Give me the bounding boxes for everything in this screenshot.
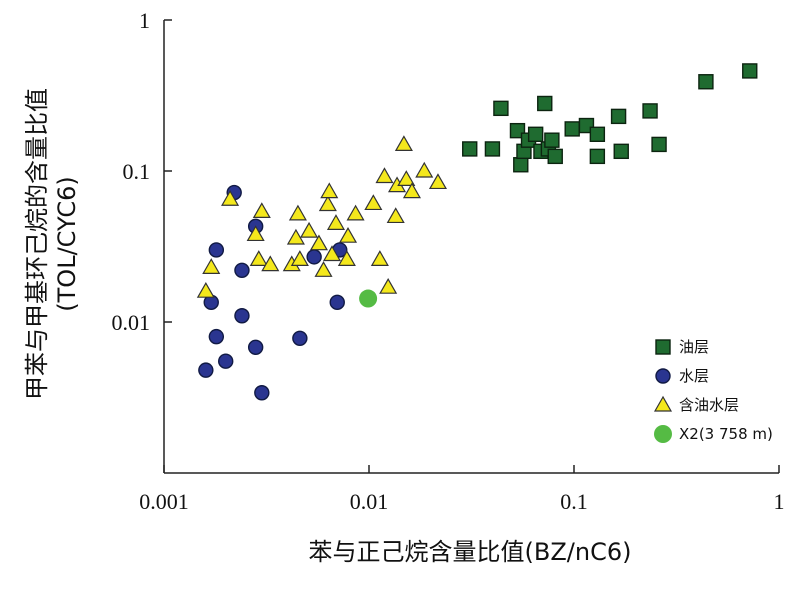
point-water-layer bbox=[198, 362, 214, 378]
x-tick-label: 0.01 bbox=[350, 489, 389, 514]
point-oil-bearing-water-layer bbox=[375, 167, 394, 184]
point-oil-layer bbox=[589, 148, 606, 165]
point-water-layer bbox=[306, 249, 322, 265]
legend-marker-water-layer bbox=[655, 368, 671, 384]
point-oil-layer bbox=[742, 63, 758, 79]
point-oil-bearing-water-layer bbox=[346, 204, 365, 221]
y-axis-title-line2: (TOL/CYC6) bbox=[53, 176, 81, 311]
point-oil-bearing-water-layer bbox=[314, 261, 333, 277]
point-oil-layer bbox=[642, 103, 658, 119]
point-oil-layer bbox=[527, 126, 544, 143]
plot-area bbox=[163, 20, 779, 474]
point-oil-layer bbox=[547, 148, 563, 165]
point-oil-bearing-water-layer bbox=[397, 170, 416, 186]
point-water-layer bbox=[218, 353, 234, 369]
point-oil-bearing-water-layer bbox=[286, 228, 305, 245]
point-water-layer bbox=[247, 339, 264, 355]
point-oil-bearing-water-layer bbox=[288, 204, 307, 221]
x-axis-title: 苯与正己烷含量比值(BZ/nC6) bbox=[309, 538, 632, 566]
point-oil-bearing-water-layer bbox=[386, 207, 405, 224]
point-oil-layer bbox=[462, 141, 478, 157]
point-oil-bearing-water-layer bbox=[379, 277, 398, 294]
legend-marker-oil-bearing-water-layer bbox=[653, 395, 673, 412]
x-tick-label: 0.1 bbox=[560, 489, 588, 514]
point-oil-bearing-water-layer bbox=[300, 221, 319, 238]
legend-label-oil-bearing-water-layer: 含油水层 bbox=[679, 396, 739, 414]
point-oil-bearing-water-layer bbox=[394, 135, 413, 152]
point-oil-bearing-water-layer bbox=[370, 250, 389, 266]
x-axis: 0.001 0.01 0.1 1 bbox=[139, 465, 785, 514]
data-points bbox=[196, 63, 758, 401]
point-oil-bearing-water-layer bbox=[337, 250, 356, 266]
point-oil-bearing-water-layer bbox=[318, 195, 337, 212]
y-tick-label: 0.1 bbox=[123, 159, 151, 184]
point-oil-layer bbox=[613, 143, 629, 160]
point-oil-layer bbox=[698, 74, 714, 90]
point-oil-bearing-water-layer bbox=[246, 225, 265, 242]
point-oil-layer bbox=[589, 126, 606, 143]
point-oil-layer bbox=[564, 121, 580, 137]
y-tick-label: 0.01 bbox=[112, 310, 151, 335]
point-water-layer bbox=[208, 328, 225, 345]
point-oil-bearing-water-layer bbox=[322, 245, 342, 262]
legend-label-x2-sample: X2(3 758 m) bbox=[679, 425, 773, 443]
point-water-layer bbox=[329, 294, 345, 311]
legend-marker-x2-sample bbox=[654, 425, 672, 443]
point-oil-bearing-water-layer bbox=[415, 161, 434, 178]
point-oil-layer bbox=[651, 136, 667, 153]
point-oil-layer bbox=[610, 108, 627, 125]
x-tick-label: 1 bbox=[774, 489, 785, 514]
legend-label-water-layer: 水层 bbox=[679, 367, 709, 385]
y-axis-title: 甲苯与甲基环己烷的含量比值 (TOL/CYC6) bbox=[23, 88, 81, 400]
point-oil-bearing-water-layer bbox=[402, 182, 421, 199]
point-oil-bearing-water-layer bbox=[364, 194, 383, 211]
point-water-layer bbox=[234, 262, 250, 278]
y-axis: 0.01 0.1 1 bbox=[112, 8, 172, 335]
point-oil-bearing-water-layer bbox=[338, 226, 358, 243]
point-oil-layer bbox=[513, 157, 529, 173]
point-oil-bearing-water-layer bbox=[326, 214, 345, 230]
point-oil-bearing-water-layer bbox=[196, 281, 215, 298]
point-oil-layer bbox=[493, 100, 509, 117]
point-oil-bearing-water-layer bbox=[249, 250, 268, 266]
point-water-layer bbox=[208, 242, 225, 258]
point-x2-sample bbox=[359, 289, 378, 308]
point-oil-bearing-water-layer bbox=[202, 258, 221, 274]
point-oil-bearing-water-layer bbox=[221, 190, 240, 206]
y-axis-title-line1: 甲苯与甲基环己烷的含量比值 bbox=[23, 88, 51, 400]
point-oil-bearing-water-layer bbox=[252, 202, 271, 219]
y-tick-label: 1 bbox=[139, 8, 150, 33]
point-oil-layer bbox=[484, 141, 501, 157]
point-oil-bearing-water-layer bbox=[261, 255, 280, 272]
legend-marker-oil-layer bbox=[655, 339, 671, 355]
point-oil-bearing-water-layer bbox=[309, 234, 328, 251]
point-oil-layer bbox=[537, 95, 553, 112]
point-oil-bearing-water-layer bbox=[290, 250, 309, 266]
point-oil-layer bbox=[544, 132, 560, 148]
legend-label-oil-layer: 油层 bbox=[679, 338, 709, 356]
point-oil-bearing-water-layer bbox=[320, 182, 339, 199]
point-water-layer bbox=[234, 308, 250, 324]
point-water-layer bbox=[292, 330, 308, 346]
point-water-layer bbox=[254, 385, 270, 401]
x-tick-label: 0.001 bbox=[139, 489, 189, 514]
point-oil-bearing-water-layer bbox=[428, 173, 448, 190]
